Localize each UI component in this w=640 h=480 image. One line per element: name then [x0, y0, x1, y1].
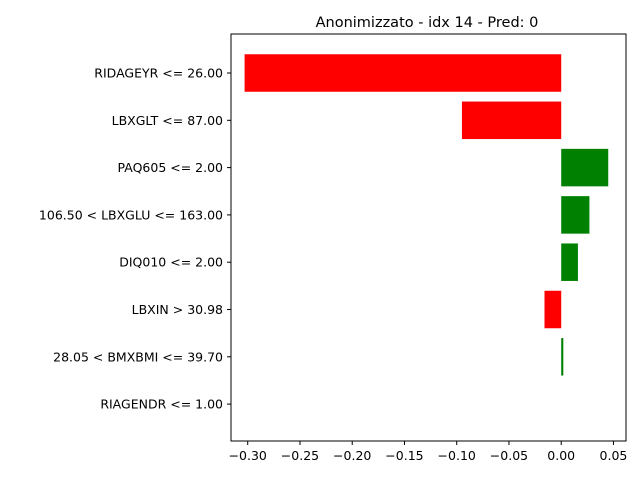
y-tick-label: PAQ605 <= 2.00	[118, 160, 224, 175]
bar	[561, 243, 578, 281]
x-tick-label: −0.30	[229, 448, 267, 463]
bar	[544, 290, 562, 329]
bars-group	[244, 54, 609, 376]
bar	[561, 148, 609, 187]
chart-title: Anonimizzato - idx 14 - Pred: 0	[316, 15, 539, 31]
y-tick-label: LBXGLT <= 87.00	[112, 113, 223, 128]
x-tick-label: 0.05	[600, 448, 628, 463]
x-tick-label: −0.25	[281, 448, 319, 463]
bar	[561, 338, 564, 376]
plot-frame	[230, 33, 627, 442]
bar	[244, 54, 562, 92]
x-tick-label: −0.15	[385, 448, 423, 463]
x-tick-label: −0.20	[333, 448, 371, 463]
x-tick-label: 0.00	[547, 448, 575, 463]
bar	[461, 101, 562, 140]
bar	[561, 196, 590, 234]
x-tick-label: −0.05	[490, 448, 528, 463]
y-tick-label: RIDAGEYR <= 26.00	[94, 66, 223, 81]
y-tick-label: 106.50 < LBXGLU <= 163.00	[39, 207, 223, 222]
y-tick-label: LBXIN > 30.98	[132, 302, 223, 317]
y-tick-labels: RIDAGEYR <= 26.00 LBXGLT <= 87.00 PAQ605 <…	[39, 66, 231, 412]
y-tick-label: RIAGENDR <= 1.00	[100, 397, 223, 412]
x-axis-ticks: −0.30 −0.25 −0.20 −0.15 −0.10 −0.05 0.00 0.05	[229, 441, 628, 463]
y-tick-label: 28.05 < BMXBMI <= 39.70	[53, 349, 223, 364]
y-tick-label: DIQ010 <= 2.00	[119, 255, 223, 270]
x-tick-label: −0.10	[438, 448, 476, 463]
